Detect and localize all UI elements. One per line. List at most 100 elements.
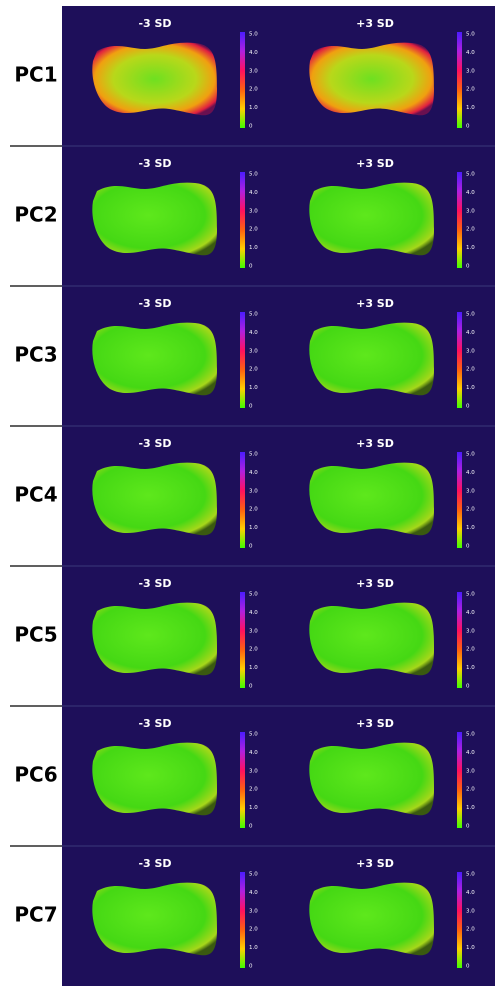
colorbar-tick: 1.0: [466, 665, 475, 671]
shape: [92, 742, 217, 816]
colorbar-tick: 3.0: [249, 488, 258, 494]
colorbar: [457, 312, 462, 408]
colorbar-tick: 4.0: [249, 50, 258, 56]
panel-title: +3 SD: [356, 437, 394, 450]
colorbar: [457, 452, 462, 548]
shape: [309, 182, 434, 256]
colorbar-tick: 1.0: [249, 665, 258, 671]
colorbar-tick: 3.0: [249, 908, 258, 914]
colorbar: [240, 172, 245, 268]
panel-title: -3 SD: [138, 857, 171, 870]
colorbar-tick: 5.0: [249, 872, 258, 878]
colorbar-tick: 5.0: [249, 592, 258, 598]
colorbar-tick: 2.0: [249, 507, 258, 513]
shape: [309, 42, 434, 116]
panel-title: +3 SD: [356, 297, 394, 310]
row-label: PC7: [14, 903, 57, 927]
colorbar-tick: 2.0: [249, 227, 258, 233]
colorbar-tick: 0: [249, 404, 253, 410]
shape: [92, 882, 217, 956]
panel-title: -3 SD: [138, 157, 171, 170]
colorbar-tick: 4.0: [249, 470, 258, 476]
row: PC3 -3 SD 5.0 4.0 3.0 2.0 1.0 0 +3 SD 5.0 4.0 3.0 2.…: [10, 285, 495, 410]
colorbar-tick: 2.0: [466, 647, 475, 653]
colorbar-tick: 2.0: [466, 927, 475, 933]
colorbar-tick: 0: [249, 124, 253, 130]
colorbar-tick: 5.0: [466, 32, 475, 38]
colorbar-tick: 2.0: [249, 647, 258, 653]
colorbar-tick: 1.0: [249, 385, 258, 391]
colorbar-tick: 2.0: [249, 927, 258, 933]
colorbar-tick: 1.0: [466, 385, 475, 391]
colorbar-tick: 1.0: [249, 945, 258, 951]
shape: [92, 602, 217, 676]
colorbar-tick: 5.0: [249, 172, 258, 178]
colorbar: [240, 32, 245, 128]
colorbar-tick: 0: [466, 124, 470, 130]
panel-title: +3 SD: [356, 17, 394, 30]
colorbar: [240, 452, 245, 548]
colorbar: [240, 732, 245, 828]
colorbar-tick: 3.0: [466, 768, 475, 774]
row: PC1 -3 SD 5.0 4.0 3.0 2.0 1.0 0 +3 SD 5.0 4.0 3.0 2.…: [14, 17, 475, 130]
colorbar-tick: 4.0: [466, 330, 475, 336]
row-label: PC5: [14, 623, 57, 647]
panel-title: +3 SD: [356, 577, 394, 590]
colorbar-tick: 0: [249, 264, 253, 270]
panel-title: +3 SD: [356, 717, 394, 730]
colorbar-tick: 4.0: [249, 610, 258, 616]
colorbar-tick: 3.0: [466, 208, 475, 214]
colorbar-tick: 3.0: [466, 68, 475, 74]
colorbar-tick: 4.0: [466, 610, 475, 616]
panel-title: -3 SD: [138, 297, 171, 310]
shape: [309, 462, 434, 536]
row-label: PC4: [14, 483, 57, 507]
row: PC4 -3 SD 5.0 4.0 3.0 2.0 1.0 0 +3 SD 5.0 4.0 3.0 2.…: [10, 425, 495, 550]
colorbar-tick: 4.0: [466, 750, 475, 756]
panel-title: -3 SD: [138, 437, 171, 450]
colorbar-tick: 4.0: [466, 190, 475, 196]
colorbar-tick: 5.0: [466, 312, 475, 318]
colorbar-tick: 5.0: [466, 592, 475, 598]
row-label: PC6: [14, 763, 57, 787]
colorbar-tick: 2.0: [249, 787, 258, 793]
colorbar-tick: 2.0: [466, 367, 475, 373]
shape: [309, 742, 434, 816]
colorbar: [240, 592, 245, 688]
row-label: PC2: [14, 203, 57, 227]
colorbar: [457, 732, 462, 828]
colorbar: [240, 312, 245, 408]
row: PC7 -3 SD 5.0 4.0 3.0 2.0 1.0 0 +3 SD 5.0 4.0 3.0 2.…: [10, 845, 495, 970]
colorbar-tick: 0: [466, 404, 470, 410]
colorbar-tick: 5.0: [249, 32, 258, 38]
colorbar-tick: 3.0: [466, 348, 475, 354]
panel-title: +3 SD: [356, 857, 394, 870]
colorbar-tick: 0: [249, 964, 253, 970]
colorbar: [457, 172, 462, 268]
colorbar-tick: 1.0: [466, 525, 475, 531]
colorbar-tick: 2.0: [249, 87, 258, 93]
rows: PC1 -3 SD 5.0 4.0 3.0 2.0 1.0 0 +3 SD 5.0 4.0 3.0 2.…: [10, 17, 495, 970]
colorbar-tick: 5.0: [466, 872, 475, 878]
colorbar-tick: 4.0: [466, 470, 475, 476]
colorbar-tick: 0: [466, 544, 470, 550]
shape: [309, 882, 434, 956]
colorbar-tick: 3.0: [466, 488, 475, 494]
panel-title: +3 SD: [356, 157, 394, 170]
colorbar: [457, 872, 462, 968]
colorbar-tick: 3.0: [249, 768, 258, 774]
shape: [92, 42, 217, 116]
colorbar-tick: 0: [466, 684, 470, 690]
row-label: PC3: [14, 343, 57, 367]
colorbar-tick: 2.0: [249, 367, 258, 373]
shape: [92, 322, 217, 396]
shape: [92, 182, 217, 256]
colorbar-tick: 2.0: [466, 507, 475, 513]
colorbar-tick: 1.0: [249, 525, 258, 531]
colorbar-tick: 5.0: [249, 732, 258, 738]
colorbar-tick: 3.0: [466, 628, 475, 634]
colorbar-tick: 5.0: [466, 172, 475, 178]
colorbar-tick: 3.0: [466, 908, 475, 914]
colorbar-tick: 1.0: [466, 105, 475, 111]
shape: [309, 602, 434, 676]
